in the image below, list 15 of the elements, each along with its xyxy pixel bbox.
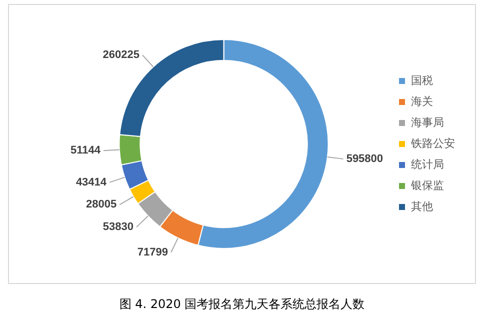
legend-label: 海关 — [411, 94, 433, 108]
data-label: 28005 — [86, 198, 117, 211]
data-label: 53830 — [102, 221, 134, 234]
legend-label: 铁路公安 — [410, 136, 455, 150]
legend-label: 海事局 — [411, 116, 444, 129]
legend-label: 银保监 — [410, 178, 444, 192]
legend-label: 其他 — [411, 200, 433, 213]
data-label: 595800 — [346, 152, 384, 165]
legend-label: 统计局 — [411, 158, 444, 171]
data-label: 51144 — [70, 144, 102, 157]
data-label: 260225 — [102, 49, 140, 62]
data-label: 43414 — [76, 176, 108, 188]
text: 图 4. 2020 国考报名第九天各系统总报名人数 — [118, 296, 366, 313]
data-label: 71799 — [137, 246, 168, 258]
legend-label: 国税 — [411, 74, 433, 87]
